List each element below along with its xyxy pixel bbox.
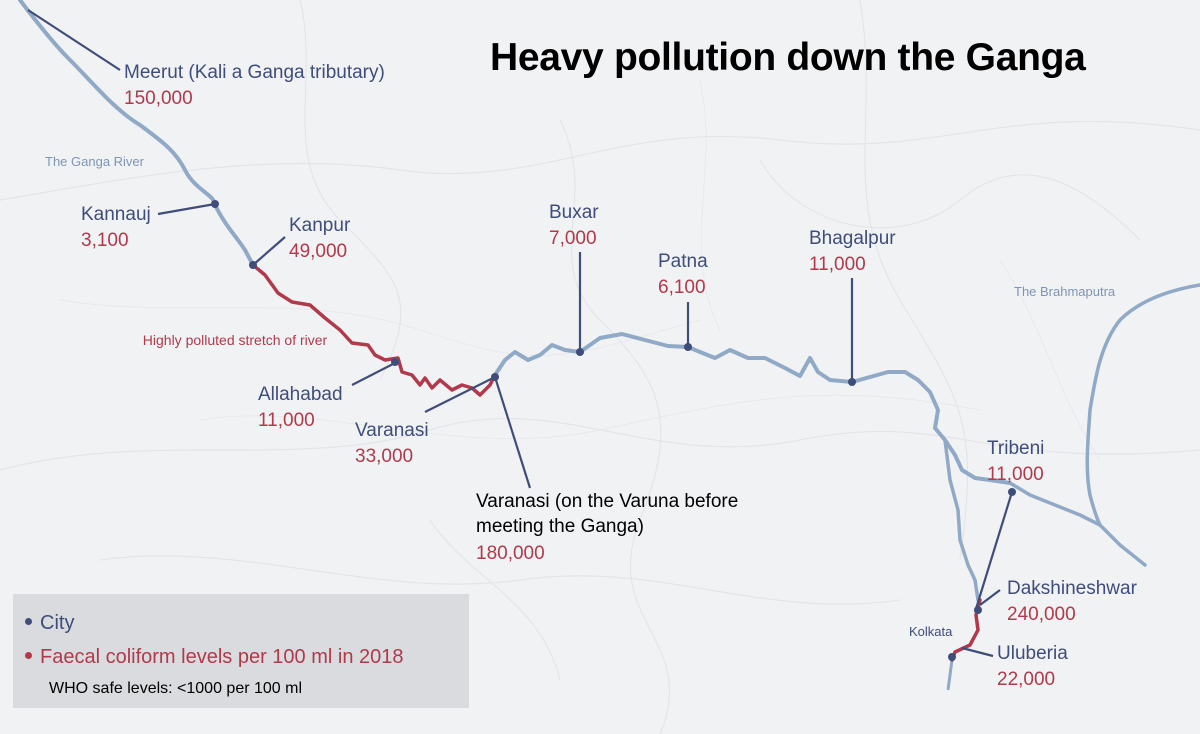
city-value: 22,000 (997, 668, 1056, 690)
city-label-dakshineshwar: Dakshineshwar 240,000 (1007, 578, 1137, 626)
leader-meerut (27, 9, 121, 71)
city-name: Tribeni (987, 438, 1045, 459)
city-value: 11,000 (987, 463, 1044, 485)
city-name: Dakshineshwar (1007, 578, 1137, 599)
polluted-stretch-note: Highly polluted stretch of river (142, 332, 328, 348)
lower-hooghly (946, 659, 954, 691)
city-name: Kannauj (81, 204, 151, 225)
city-name: Varanasi (on the Varuna before meeting t… (476, 491, 739, 537)
city-dot-varanasi (491, 373, 499, 381)
leader-varanasi (424, 376, 496, 413)
map-title: Heavy pollution down the Ganga (490, 36, 1086, 79)
city-dot-allahabad (391, 358, 399, 366)
faecal-dot-icon (25, 652, 32, 660)
legend: City Faecal coliform levels per 100 ml i… (13, 594, 469, 708)
city-label-buxar: Buxar 7,000 (549, 202, 599, 250)
city-dot-dakshineshwar (974, 606, 982, 614)
city-name: Varanasi (355, 420, 429, 441)
city-name: Patna (658, 251, 708, 272)
leader-lines (27, 9, 1014, 658)
legend-who: WHO safe levels: <1000 per 100 ml (49, 680, 303, 697)
city-label-bhagalpur: Bhagalpur 11,000 (809, 228, 896, 276)
legend-city: City (25, 612, 74, 635)
leader-dakshineshwar (979, 589, 1001, 606)
polluted-stretch (251, 263, 497, 397)
kolkata-label: Kolkata (909, 624, 953, 639)
city-value: 49,000 (289, 240, 348, 262)
city-label-patna: Patna 6,100 (658, 251, 708, 299)
city-label-uluberia: Uluberia 22,000 (997, 643, 1068, 691)
roads (59, 79, 1101, 461)
city-value: 3,100 (81, 229, 129, 251)
brahmaputra-river (1085, 283, 1200, 527)
city-label-tribeni: Tribeni 11,000 (987, 438, 1044, 486)
city-label-varanasi-varuna: Varanasi (on the Varuna before meeting t… (476, 490, 766, 565)
legend-faecal-label: Faecal coliform levels per 100 ml in 201… (40, 646, 404, 668)
city-dot-patna (684, 343, 692, 351)
brahmaputra-label: The Brahmaputra (1014, 284, 1116, 299)
leader-kannauj (157, 202, 216, 216)
city-name: Kanpur (289, 215, 351, 236)
padma-river (1008, 481, 1147, 567)
leader-uluberia (961, 646, 994, 658)
city-value: 33,000 (355, 445, 414, 467)
legend-city-label: City (40, 612, 75, 634)
leader-varanasi-varuna (493, 376, 532, 489)
city-dot-tribeni (1008, 488, 1016, 496)
leader-tribeni (973, 491, 1014, 613)
city-markers (211, 200, 1016, 661)
city-label-kanpur: Kanpur 49,000 (289, 215, 350, 263)
city-name: Bhagalpur (809, 228, 896, 249)
city-label-allahabad: Allahabad 11,000 (258, 384, 343, 432)
city-dot-icon (25, 618, 32, 626)
ganga-river (18, 0, 255, 267)
city-dot-kanpur (249, 261, 257, 269)
city-name: Buxar (549, 202, 599, 223)
ganga-river-mid (493, 332, 1012, 485)
city-label-meerut: Meerut (Kali a Ganga tributary) 150,000 (124, 62, 385, 110)
legend-faecal: Faecal coliform levels per 100 ml in 201… (25, 646, 404, 669)
city-dot-buxar (576, 348, 584, 356)
city-value: 11,000 (809, 253, 866, 275)
city-value: 11,000 (258, 409, 315, 431)
city-dot-kannauj (211, 200, 219, 208)
hooghly-river (943, 438, 980, 602)
city-value: 180,000 (476, 543, 545, 565)
city-label-kannauj: Kannauj 3,100 (81, 204, 151, 252)
city-dot-bhagalpur (848, 378, 856, 386)
city-name: Uluberia (997, 643, 1068, 664)
leader-kanpur (252, 236, 286, 266)
city-value: 240,000 (1007, 603, 1076, 625)
city-dot-uluberia (948, 653, 956, 661)
city-name: Allahabad (258, 384, 343, 405)
city-label-varanasi: Varanasi 33,000 (355, 420, 429, 468)
city-name: Meerut (Kali a Ganga tributary) (124, 62, 385, 83)
leader-allahabad (351, 362, 396, 386)
city-value: 150,000 (124, 87, 193, 109)
ganga-river-label: The Ganga River (45, 154, 144, 169)
city-value: 7,000 (549, 227, 597, 249)
city-value: 6,100 (658, 276, 706, 298)
